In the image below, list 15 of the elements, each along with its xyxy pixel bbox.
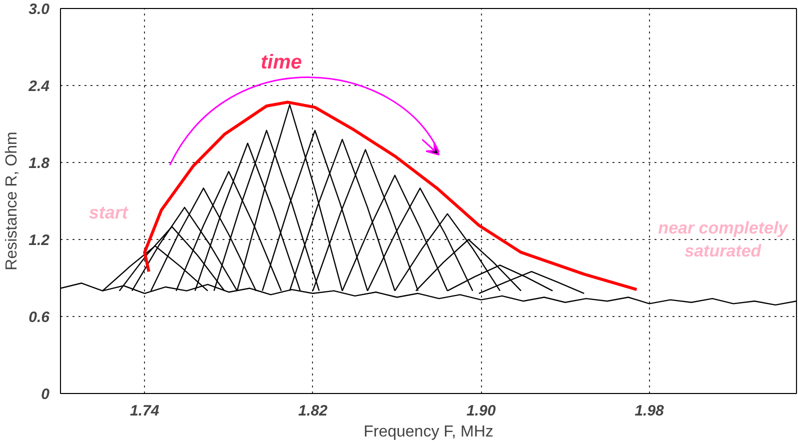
annotation: time	[260, 51, 302, 74]
x-tick-label: 1.98	[634, 402, 665, 420]
y-tick-label: 2.4	[28, 78, 50, 95]
x-tick-label: 1.82	[298, 402, 328, 420]
x-tick-label: 1.90	[466, 402, 496, 420]
annotation: start	[88, 202, 129, 223]
x-axis-title: Frequency F, MHz	[364, 424, 494, 440]
y-tick-label: 3.0	[28, 1, 50, 18]
y-tick-label: 0	[41, 386, 50, 403]
y-axis-title: Resistance R, Ohm	[4, 132, 21, 270]
x-tick-label: 1.74	[130, 402, 160, 420]
y-tick-label: 1.8	[28, 155, 50, 172]
y-tick-label: 0.6	[28, 309, 50, 326]
annotation: near completely saturated	[658, 218, 790, 260]
y-tick-label: 1.2	[28, 232, 50, 249]
